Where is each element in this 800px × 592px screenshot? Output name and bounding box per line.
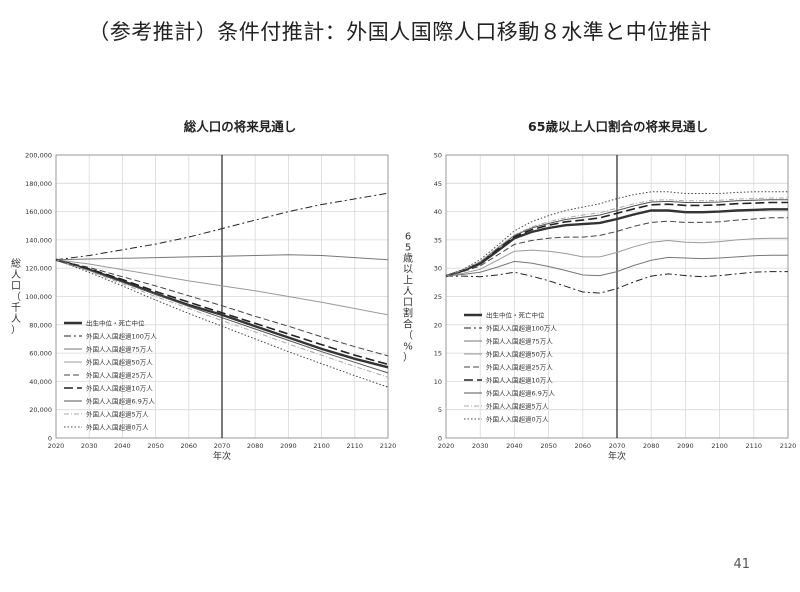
y-tick-label: 50 — [434, 152, 442, 160]
y-tick-label: 20 — [434, 321, 442, 329]
y-tick-label: 200,000 — [25, 152, 52, 160]
series-line — [445, 208, 788, 278]
y-tick-label: 35 — [434, 236, 442, 244]
series-line — [55, 192, 389, 261]
legend-label: 外国人入国超過0万人 — [86, 423, 149, 432]
legend-label: 外国人入国超過50万人 — [86, 358, 153, 367]
x-tick-label: 2030 — [81, 442, 98, 450]
slide-title: （参考推計）条件付推計：外国人国際人口移動８水準と中位推計 — [88, 20, 712, 44]
series-line — [55, 258, 389, 369]
y-tick-label: 5 — [438, 406, 442, 414]
x-tick-label: 2110 — [746, 442, 763, 450]
legend-label: 外国人入国超過25万人 — [86, 371, 153, 380]
x-tick-label: 2100 — [711, 442, 728, 450]
x-tick-label: 2020 — [438, 442, 455, 450]
legend-label: 外国人入国超過75万人 — [86, 345, 153, 354]
y-tick-label: 80,000 — [29, 321, 52, 329]
y-tick-label: 15 — [434, 350, 442, 358]
y-tick-label: 100,000 — [25, 293, 52, 301]
series-line — [445, 191, 788, 277]
x-tick-label: 2120 — [780, 442, 797, 450]
series-line — [55, 259, 389, 374]
chart-elderly-ratio: 0 5 10 15 20 25 30 35 40 45 50 2020 2030 2040 2050 2060… — [403, 152, 796, 463]
y-tick-label: 0 — [438, 435, 442, 443]
chart-title-total-population: 総人口の将来見通し — [183, 119, 297, 134]
series-line — [445, 201, 788, 277]
y-tick-label: 10 — [434, 378, 442, 386]
legend-label: 外国人入国超過10万人 — [486, 376, 553, 385]
series-line — [55, 259, 389, 316]
legend-label: 外国人入国超過10万人 — [86, 384, 153, 393]
x-tick-label: 2050 — [147, 442, 164, 450]
series-line — [445, 237, 788, 277]
series-line — [55, 259, 389, 388]
legend-label: 出生中位・死亡中位 — [86, 319, 145, 328]
x-tick-label: 2040 — [114, 442, 131, 450]
series-line — [55, 259, 389, 378]
x-tick-label: 2080 — [247, 442, 264, 450]
chart-title-elderly-ratio: 65歳以上人口割合の将来見通し — [528, 119, 708, 134]
chart-total-population: 0 20,000 40,000 60,000 80,000 100,000 120,000 1… — [11, 152, 396, 463]
x-tick-label: 2090 — [280, 442, 297, 450]
series-line — [55, 259, 389, 357]
y-tick-label: 25 — [434, 293, 442, 301]
x-tick-label: 2080 — [643, 442, 660, 450]
legend-label: 外国人入国超過5万人 — [86, 410, 149, 419]
x-tick-label: 2030 — [472, 442, 489, 450]
legend-label: 出生中位・死亡中位 — [486, 311, 545, 320]
x-tick-label: 2100 — [313, 442, 330, 450]
series-line — [445, 199, 788, 277]
y-tick-label: 180,000 — [25, 180, 52, 188]
y-tick-label: 40,000 — [29, 378, 52, 386]
y-axis-label: 総人口（千人） — [11, 257, 21, 336]
legend-label: 外国人入国超過100万人 — [486, 324, 557, 333]
page-number: 41 — [733, 557, 750, 572]
legend-label: 外国人入国超過6.9万人 — [86, 397, 155, 406]
legend-label: 外国人入国超過50万人 — [486, 350, 553, 359]
y-tick-label: 60,000 — [29, 350, 52, 358]
x-tick-label: 2110 — [347, 442, 364, 450]
x-tick-label: 2070 — [609, 442, 626, 450]
series-line — [445, 197, 788, 277]
y-axis-label: 6 5 歳以上人口割合（%） — [403, 232, 413, 364]
series-line — [55, 254, 389, 261]
y-tick-label: 45 — [434, 180, 442, 188]
x-tick-label: 2020 — [48, 442, 65, 450]
legend-label: 外国人入国超過5万人 — [486, 402, 549, 411]
series-line — [55, 258, 389, 366]
x-tick-label: 2090 — [677, 442, 694, 450]
legend-label: 外国人入国超過6.9万人 — [486, 389, 555, 398]
y-tick-label: 160,000 — [25, 208, 52, 216]
y-tick-label: 140,000 — [25, 236, 52, 244]
legend-label: 外国人入国超過25万人 — [486, 363, 553, 372]
x-tick-label: 2070 — [214, 442, 231, 450]
x-tick-label: 2060 — [575, 442, 592, 450]
y-tick-label: 120,000 — [25, 265, 52, 273]
x-tick-label: 2120 — [380, 442, 397, 450]
y-tick-label: 40 — [434, 208, 442, 216]
series-line — [445, 254, 788, 277]
y-tick-label: 20,000 — [29, 406, 52, 414]
x-tick-label: 2050 — [540, 442, 557, 450]
y-tick-label: 30 — [434, 265, 442, 273]
y-tick-label: 0 — [48, 435, 52, 443]
series-line — [446, 271, 788, 294]
legend-label: 外国人入国超過100万人 — [86, 332, 157, 341]
x-axis-label: 年次 — [608, 450, 626, 462]
x-tick-label: 2040 — [506, 442, 523, 450]
x-tick-label: 2060 — [181, 442, 198, 450]
legend-label: 外国人入国超過75万人 — [486, 337, 553, 346]
legend-label: 外国人入国超過0万人 — [486, 415, 549, 424]
x-axis-label: 年次 — [213, 450, 231, 462]
